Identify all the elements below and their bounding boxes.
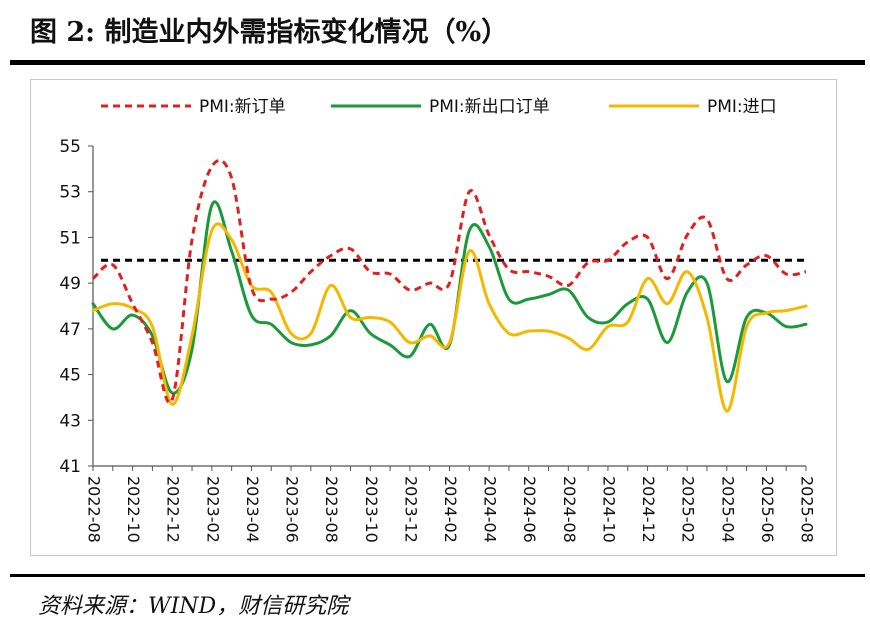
chart-title: 图 2: 制造业内外需指标变化情况（%）: [30, 17, 509, 48]
x-axis: 2022-08 2022-10 2022-12 2023-02 2023-04 2023-…: [85, 465, 817, 543]
x-tick-label: 2024-10: [599, 476, 618, 543]
legend-label-0: PMI:新订单: [199, 97, 286, 117]
x-tick-label: 2025-06: [758, 476, 777, 543]
y-tick-label: 47: [59, 320, 81, 340]
line-chart: PMI:新订单 PMI:新出口订单 PMI:进口 4143454749515355 …: [59, 97, 817, 543]
x-tick-label: 2023-12: [401, 476, 420, 543]
x-tick-label: 2022-08: [85, 476, 104, 543]
x-tick-label: 2024-02: [441, 476, 460, 543]
series-line-0: [91, 158, 807, 405]
y-tick-label: 43: [59, 411, 81, 431]
y-tick-label: 41: [59, 457, 81, 477]
source-rule: [10, 574, 865, 577]
x-tick-label: 2025-02: [679, 476, 698, 543]
x-tick-label: 2024-06: [520, 476, 539, 543]
x-tick-label: 2024-04: [481, 476, 500, 543]
x-tick-label: 2023-04: [243, 476, 262, 543]
y-axis: 41 43 45 47 49 51 53 55: [59, 137, 94, 477]
legend-label-1: PMI:新出口订单: [429, 97, 550, 117]
legend-label-2: PMI:进口: [707, 97, 777, 117]
x-tick-label: 2023-02: [203, 476, 222, 543]
x-tick-label: 2023-06: [283, 476, 302, 543]
title-rule: [10, 60, 865, 65]
y-tick-label: 53: [59, 183, 81, 203]
legend: PMI:新订单 PMI:新出口订单 PMI:进口: [101, 97, 777, 117]
series-line-2: [91, 222, 808, 413]
series-lines: [91, 158, 808, 413]
x-tick-label: 2022-10: [124, 476, 143, 543]
x-tick-label: 2023-08: [322, 476, 341, 543]
x-tick-label: 2022-12: [164, 476, 183, 543]
x-tick-label: 2025-08: [798, 476, 817, 543]
x-tick-label: 2024-12: [639, 476, 658, 543]
y-tick-label: 49: [59, 274, 81, 294]
x-tick-label: 2025-04: [718, 476, 737, 543]
x-tick-label: 2024-08: [560, 476, 579, 543]
y-tick-label: 55: [59, 137, 81, 157]
y-tick-label: 45: [59, 366, 81, 386]
source-note: 资料来源：WIND，财信研究院: [38, 594, 349, 619]
chart-frame: PMI:新订单 PMI:新出口订单 PMI:进口 41 43 45 47 49 51 53 55 …: [30, 79, 837, 556]
x-tick-label: 2023-10: [362, 476, 381, 543]
y-tick-label: 51: [59, 228, 81, 248]
